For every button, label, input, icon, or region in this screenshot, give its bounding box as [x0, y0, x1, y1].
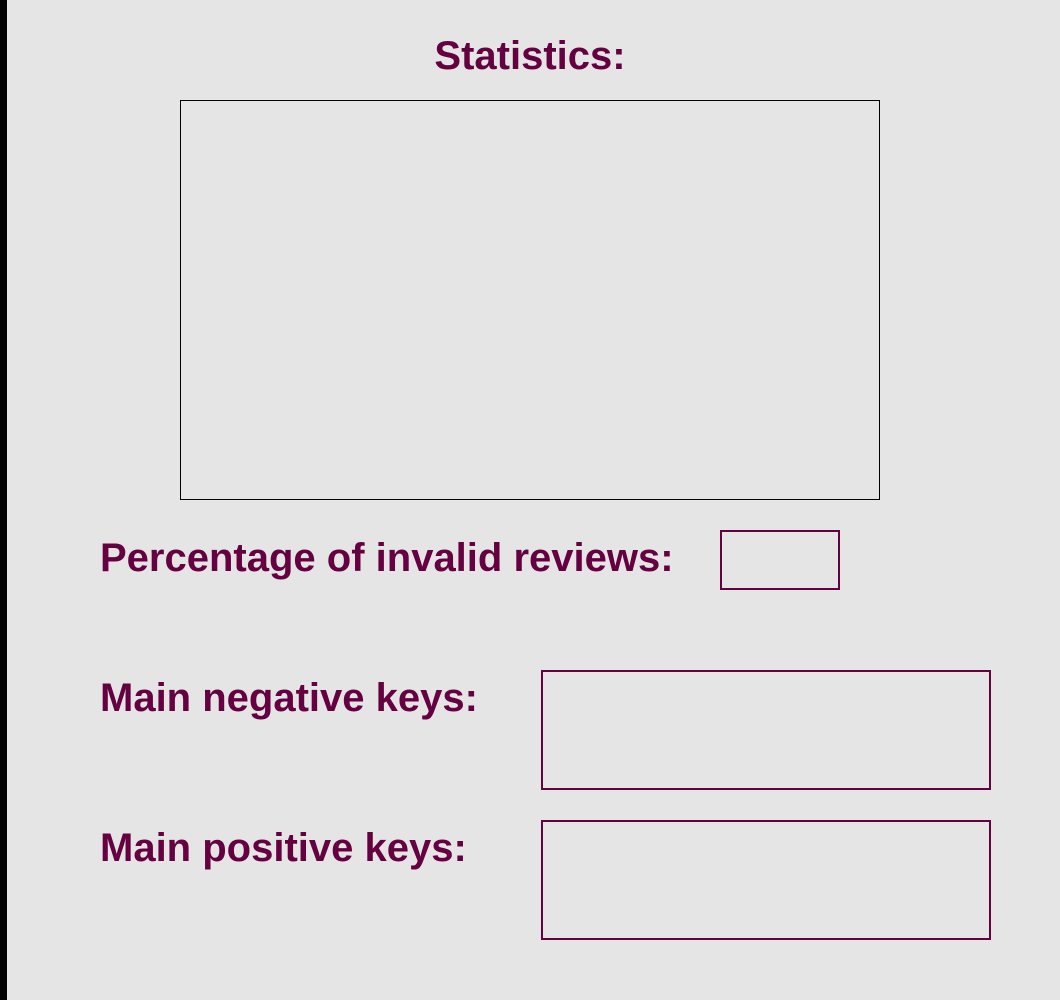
invalid-reviews-percentage-field[interactable] — [720, 530, 840, 590]
statistics-chart-area — [180, 100, 880, 500]
positive-keys-field[interactable] — [541, 820, 991, 940]
positive-keys-label: Main positive keys: — [100, 826, 467, 870]
negative-keys-label: Main negative keys: — [100, 676, 478, 720]
statistics-title: Statistics: — [434, 34, 626, 78]
invalid-reviews-label: Percentage of invalid reviews: — [100, 536, 674, 580]
negative-keys-field[interactable] — [541, 670, 991, 790]
statistics-panel: Statistics: Percentage of invalid review… — [7, 0, 1060, 1000]
